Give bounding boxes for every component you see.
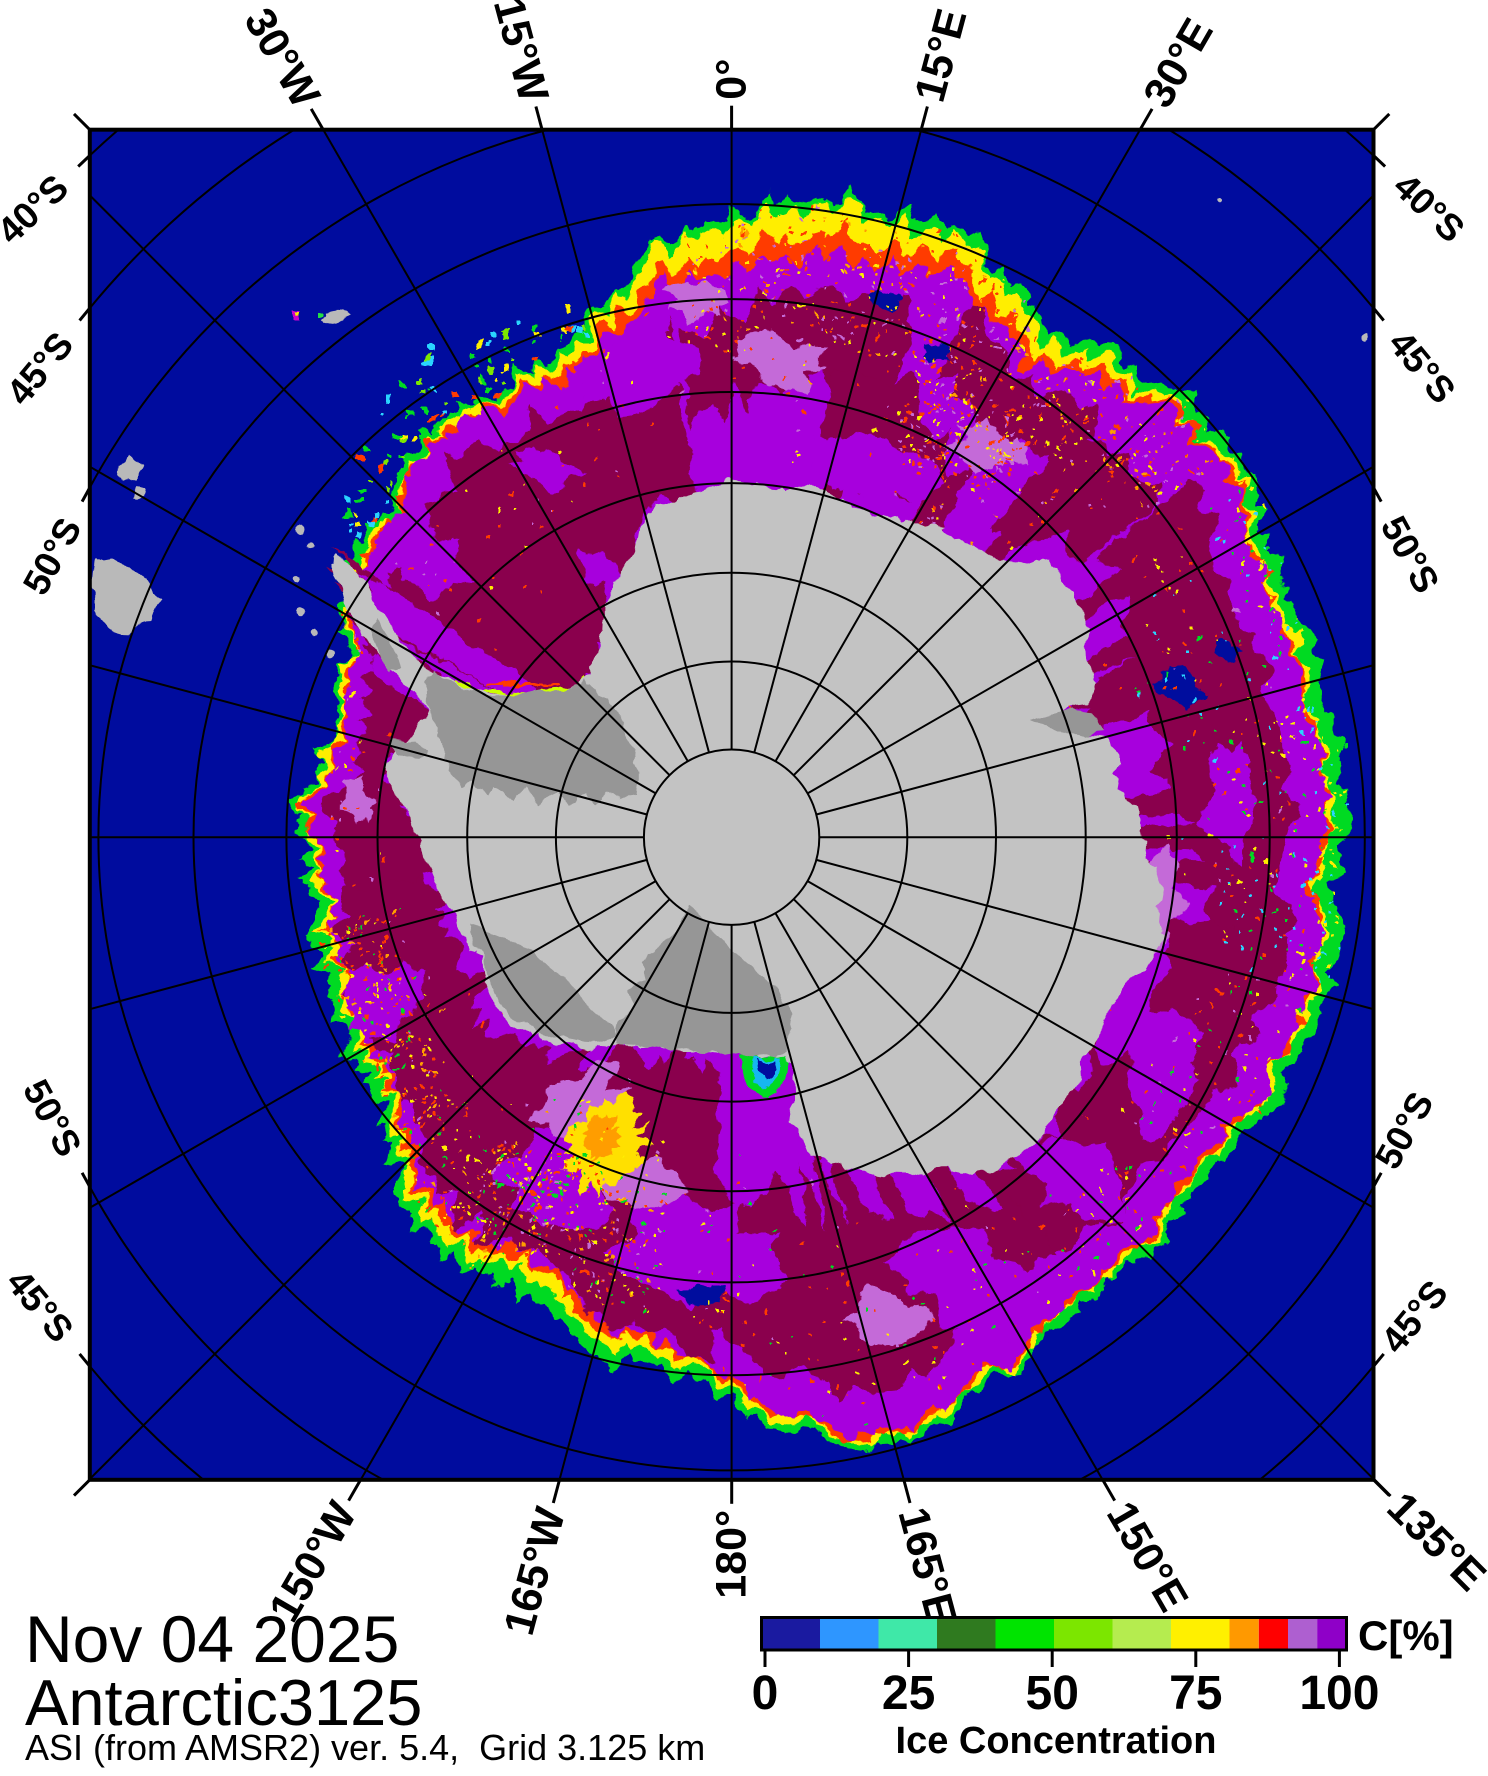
svg-text:ASI (from AMSR2) ver. 5.4, Gr: ASI (from AMSR2) ver. 5.4, Grid 3.125 km <box>25 1727 705 1768</box>
svg-text:C[%]: C[%] <box>1358 1612 1454 1659</box>
svg-text:180°: 180° <box>708 1510 756 1599</box>
svg-text:Nov 04 2025: Nov 04 2025 <box>25 1602 399 1676</box>
svg-text:0: 0 <box>752 1667 779 1720</box>
svg-text:25: 25 <box>882 1667 935 1720</box>
svg-text:Ice Concentration: Ice Concentration <box>896 1720 1217 1762</box>
svg-text:75: 75 <box>1169 1667 1222 1720</box>
svg-text:0°: 0° <box>708 59 756 100</box>
svg-text:50: 50 <box>1026 1667 1079 1720</box>
svg-text:100: 100 <box>1299 1667 1379 1720</box>
svg-text:Antarctic3125: Antarctic3125 <box>25 1666 422 1739</box>
